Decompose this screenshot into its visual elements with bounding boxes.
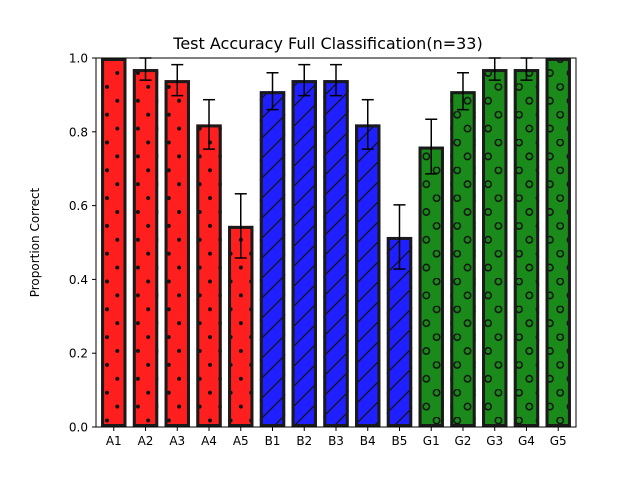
error-bar-B5 [393, 204, 406, 270]
x-tick-label-A3: A3 [169, 434, 185, 448]
x-tick-label-B1: B1 [265, 434, 281, 448]
bar-pattern-G3 [482, 69, 508, 427]
x-tick-label-B3: B3 [328, 434, 344, 448]
bar-pattern-A3 [164, 80, 190, 427]
error-bar-A4 [203, 98, 216, 150]
bar-pattern-A5 [228, 225, 254, 427]
y-tick-label-0: 0.0 [69, 421, 88, 435]
bar-pattern-B1 [259, 91, 286, 428]
bar-A4 [196, 124, 222, 428]
y-axis-ticks: 0.0 0.2 0.4 0.6 0.8 1.0 [69, 52, 96, 435]
y-tick-label-1: 0.2 [69, 347, 88, 361]
error-bar-B4 [361, 98, 374, 150]
bar-pattern-B3 [323, 80, 349, 427]
bar-edge-G5 [545, 58, 571, 427]
error-bar-B3 [330, 63, 342, 97]
bar-G3 [482, 69, 508, 427]
bar-pattern-A4 [196, 124, 222, 428]
x-tick-label-G2: G2 [455, 434, 472, 448]
x-tick-label-G3: G3 [486, 434, 503, 448]
bar-pattern-B4 [355, 124, 381, 428]
x-tick-label-A4: A4 [201, 434, 217, 448]
chart-title: Test Accuracy Full Classification(n=33) [172, 34, 482, 53]
bar-B4 [355, 124, 381, 428]
error-bar-G1 [425, 118, 438, 175]
bar-edge-A1 [101, 58, 127, 427]
bar-pattern-A1 [101, 58, 127, 427]
bar-G2 [450, 91, 476, 428]
x-tick-label-B2: B2 [296, 434, 312, 448]
bar-B3 [323, 80, 349, 427]
y-axis-label: Proportion Correct [28, 187, 42, 297]
bar-B1 [259, 91, 286, 428]
y-tick-label-3: 0.6 [69, 199, 88, 213]
bar-B2 [291, 80, 317, 427]
bar-pattern-G5 [545, 58, 571, 427]
x-axis-ticks: A1 A2 A3 A4 A5 B1 B2 B3 B4 B5 G1 G2 G3 G4 G5 [106, 427, 567, 448]
error-bar-A3 [171, 63, 184, 97]
x-tick-label-G4: G4 [518, 434, 535, 448]
bar-A5 [228, 225, 254, 427]
bar-B5 [386, 236, 413, 427]
y-tick-label-4: 0.8 [69, 125, 88, 139]
x-tick-label-A2: A2 [138, 434, 154, 448]
bar-pattern-A2 [132, 69, 159, 427]
bar-G4 [513, 69, 540, 427]
bar-pattern-G1 [418, 146, 444, 427]
x-tick-label-B4: B4 [360, 434, 376, 448]
bars-group [101, 58, 571, 428]
error-bar-B2 [298, 63, 311, 97]
error-bar-G2 [456, 72, 469, 111]
bar-A1 [101, 58, 127, 427]
x-tick-label-A5: A5 [233, 434, 249, 448]
y-tick-label-2: 0.4 [69, 273, 88, 287]
bar-A3 [164, 80, 190, 427]
y-tick-label-5: 1.0 [69, 52, 88, 66]
error-bar-B1 [266, 72, 279, 111]
bar-pattern-G2 [450, 91, 476, 428]
bar-G5 [545, 58, 571, 427]
x-tick-label-G1: G1 [423, 434, 440, 448]
x-tick-label-B5: B5 [392, 434, 408, 448]
bar-G1 [418, 146, 444, 427]
bar-pattern-B2 [291, 80, 317, 427]
bar-A2 [132, 69, 159, 427]
x-tick-label-G5: G5 [550, 434, 567, 448]
x-tick-label-A1: A1 [106, 434, 122, 448]
error-bar-A5 [234, 193, 247, 259]
error-bars-group [139, 57, 533, 270]
bar-pattern-G4 [513, 69, 540, 427]
